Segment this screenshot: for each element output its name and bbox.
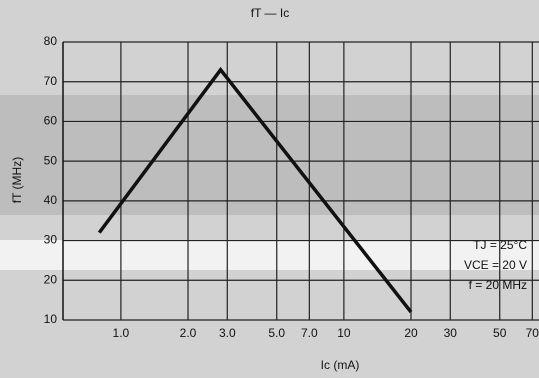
scan-band <box>0 240 539 270</box>
annotation: f = 20 MHz <box>469 278 527 292</box>
data-line <box>97 66 413 314</box>
x-tick-label: 20 <box>404 326 418 340</box>
y-tick-label: 50 <box>44 153 58 167</box>
y-axis-label: fT (MHz) <box>10 157 24 203</box>
x-tick-label: 5.0 <box>268 326 285 340</box>
annotation: VCE = 20 V <box>464 258 527 272</box>
x-tick-label: 30 <box>444 326 458 340</box>
x-tick-label: 50 <box>493 326 507 340</box>
x-tick-label: 10 <box>337 326 351 340</box>
x-tick-label: 1.0 <box>113 326 130 340</box>
y-tick-label: 10 <box>44 312 58 326</box>
x-tick-label: 70 <box>526 326 539 340</box>
x-tick-label: 7.0 <box>301 326 318 340</box>
scan-band <box>0 95 539 215</box>
x-tick-label: 3.0 <box>219 326 236 340</box>
y-tick-label: 20 <box>44 272 58 286</box>
x-tick-label: 2.0 <box>180 326 197 340</box>
y-tick-label: 70 <box>44 74 58 88</box>
y-tick-label: 80 <box>44 34 58 48</box>
x-axis-label: Ic (mA) <box>321 358 360 372</box>
chart-title: fT — Ic <box>251 6 289 20</box>
y-tick-label: 60 <box>44 114 58 128</box>
y-tick-label: 40 <box>44 193 58 207</box>
y-tick-label: 30 <box>44 233 58 247</box>
